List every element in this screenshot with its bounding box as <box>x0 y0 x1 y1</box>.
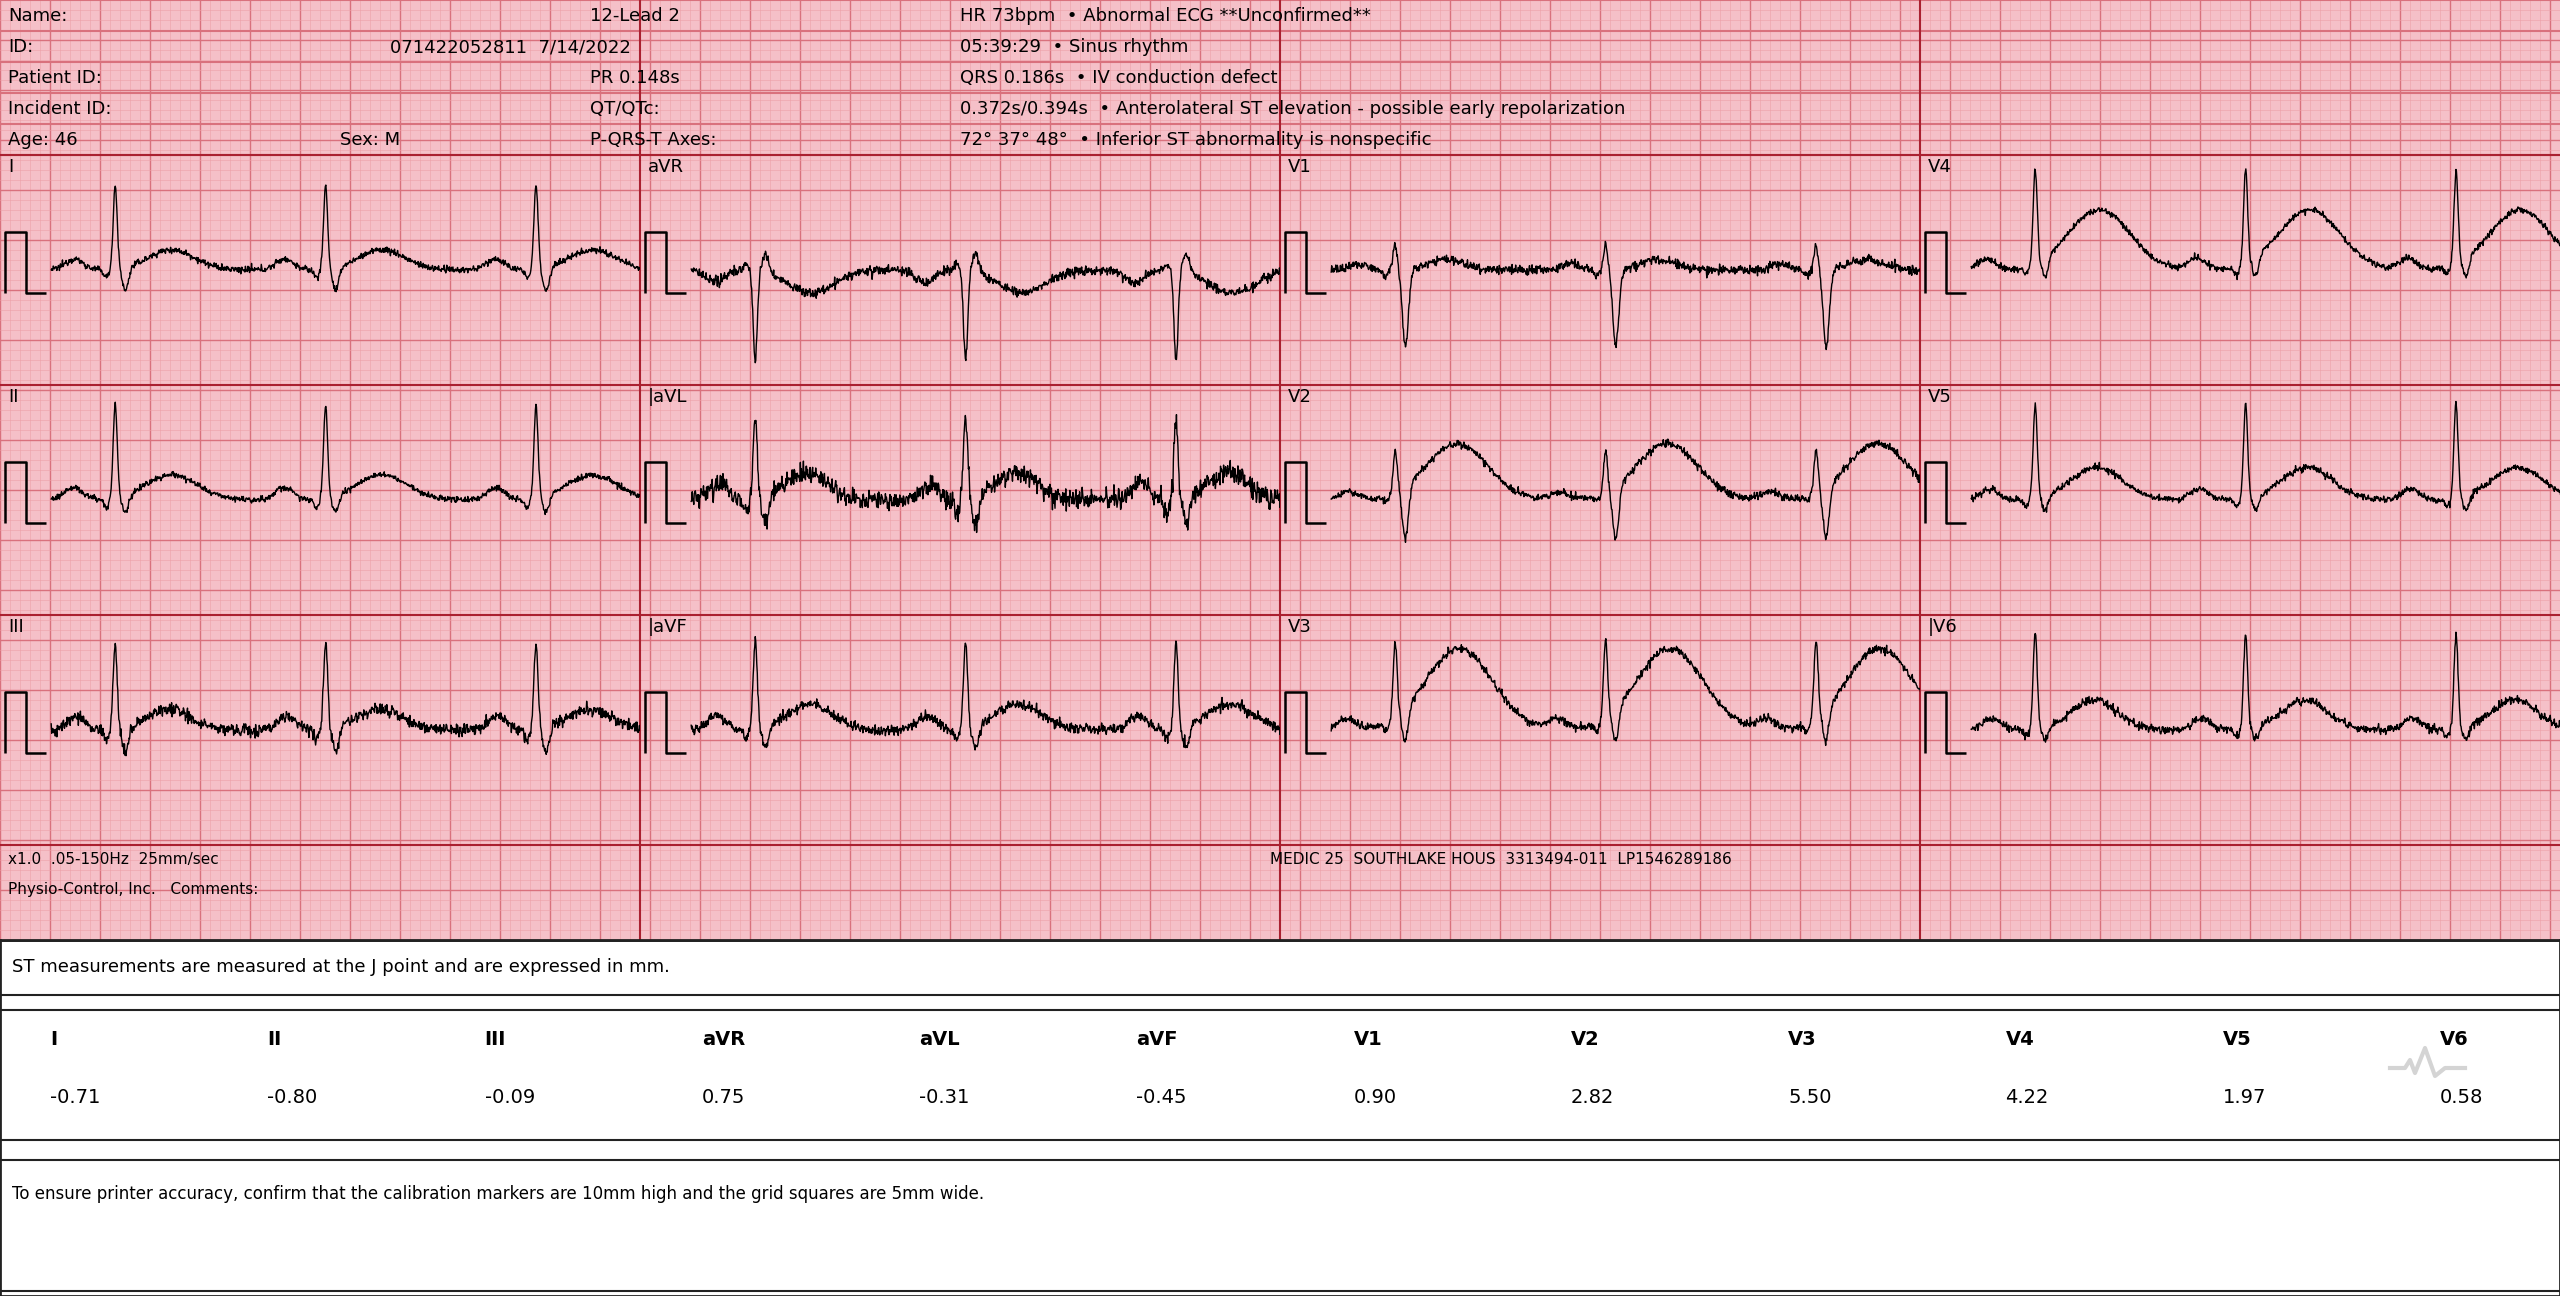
Text: II: II <box>8 388 18 406</box>
Text: II: II <box>266 1030 282 1048</box>
Text: -0.45: -0.45 <box>1137 1089 1188 1107</box>
Text: Patient ID:: Patient ID: <box>8 69 102 87</box>
Text: 72° 37° 48°  • Inferior ST abnormality is nonspecific: 72° 37° 48° • Inferior ST abnormality is… <box>960 131 1431 149</box>
Text: Physio-Control, Inc.   Comments:: Physio-Control, Inc. Comments: <box>8 883 259 897</box>
Text: |aVL: |aVL <box>648 388 689 406</box>
Text: |V6: |V6 <box>1928 618 1958 636</box>
Text: 05:39:29  • Sinus rhythm: 05:39:29 • Sinus rhythm <box>960 38 1188 56</box>
Text: 12-Lead 2: 12-Lead 2 <box>589 6 681 25</box>
Text: aVR: aVR <box>648 158 684 176</box>
Text: Incident ID:: Incident ID: <box>8 100 113 118</box>
Text: -0.31: -0.31 <box>919 1089 970 1107</box>
Text: aVR: aVR <box>701 1030 745 1048</box>
Text: V2: V2 <box>1572 1030 1600 1048</box>
Text: Name:: Name: <box>8 6 67 25</box>
Text: V5: V5 <box>2222 1030 2250 1048</box>
Text: V4: V4 <box>1928 158 1951 176</box>
Text: aVF: aVF <box>1137 1030 1178 1048</box>
Text: P-QRS-T Axes:: P-QRS-T Axes: <box>589 131 717 149</box>
Text: ST measurements are measured at the J point and are expressed in mm.: ST measurements are measured at the J po… <box>13 958 671 976</box>
Text: 0.75: 0.75 <box>701 1089 745 1107</box>
Text: 1.97: 1.97 <box>2222 1089 2266 1107</box>
Text: -0.09: -0.09 <box>484 1089 535 1107</box>
Text: 2.82: 2.82 <box>1572 1089 1615 1107</box>
Text: 0.372s/0.394s  • Anterolateral ST elevation - possible early repolarization: 0.372s/0.394s • Anterolateral ST elevati… <box>960 100 1626 118</box>
Text: To ensure printer accuracy, confirm that the calibration markers are 10mm high a: To ensure printer accuracy, confirm that… <box>13 1185 983 1203</box>
Text: 0.58: 0.58 <box>2440 1089 2483 1107</box>
Text: V6: V6 <box>2440 1030 2468 1048</box>
Text: QRS 0.186s  • IV conduction defect: QRS 0.186s • IV conduction defect <box>960 69 1277 87</box>
Text: V3: V3 <box>1789 1030 1818 1048</box>
Text: I: I <box>8 158 13 176</box>
Text: V1: V1 <box>1354 1030 1382 1048</box>
Text: 4.22: 4.22 <box>2004 1089 2048 1107</box>
Text: MEDIC 25  SOUTHLAKE HOUS  3313494-011  LP1546289186: MEDIC 25 SOUTHLAKE HOUS 3313494-011 LP15… <box>1270 851 1731 867</box>
Text: 071422052811  7/14/2022: 071422052811 7/14/2022 <box>389 38 630 56</box>
Text: V5: V5 <box>1928 388 1951 406</box>
Text: aVL: aVL <box>919 1030 960 1048</box>
Text: V2: V2 <box>1288 388 1311 406</box>
Text: HR 73bpm  • Abnormal ECG **Unconfirmed**: HR 73bpm • Abnormal ECG **Unconfirmed** <box>960 6 1370 25</box>
Text: III: III <box>484 1030 507 1048</box>
Text: ID:: ID: <box>8 38 33 56</box>
Text: I: I <box>51 1030 56 1048</box>
Text: V3: V3 <box>1288 618 1311 636</box>
Text: 5.50: 5.50 <box>1789 1089 1833 1107</box>
Text: |aVF: |aVF <box>648 618 689 636</box>
Text: -0.80: -0.80 <box>266 1089 317 1107</box>
Text: Age: 46: Age: 46 <box>8 131 77 149</box>
Text: V1: V1 <box>1288 158 1311 176</box>
Text: PR 0.148s: PR 0.148s <box>589 69 681 87</box>
Text: x1.0  .05-150Hz  25mm/sec: x1.0 .05-150Hz 25mm/sec <box>8 851 218 867</box>
Text: QT/QTc:: QT/QTc: <box>589 100 660 118</box>
Text: 0.90: 0.90 <box>1354 1089 1398 1107</box>
Text: V4: V4 <box>2004 1030 2035 1048</box>
Text: Sex: M: Sex: M <box>340 131 399 149</box>
Text: -0.71: -0.71 <box>51 1089 100 1107</box>
Text: III: III <box>8 618 23 636</box>
